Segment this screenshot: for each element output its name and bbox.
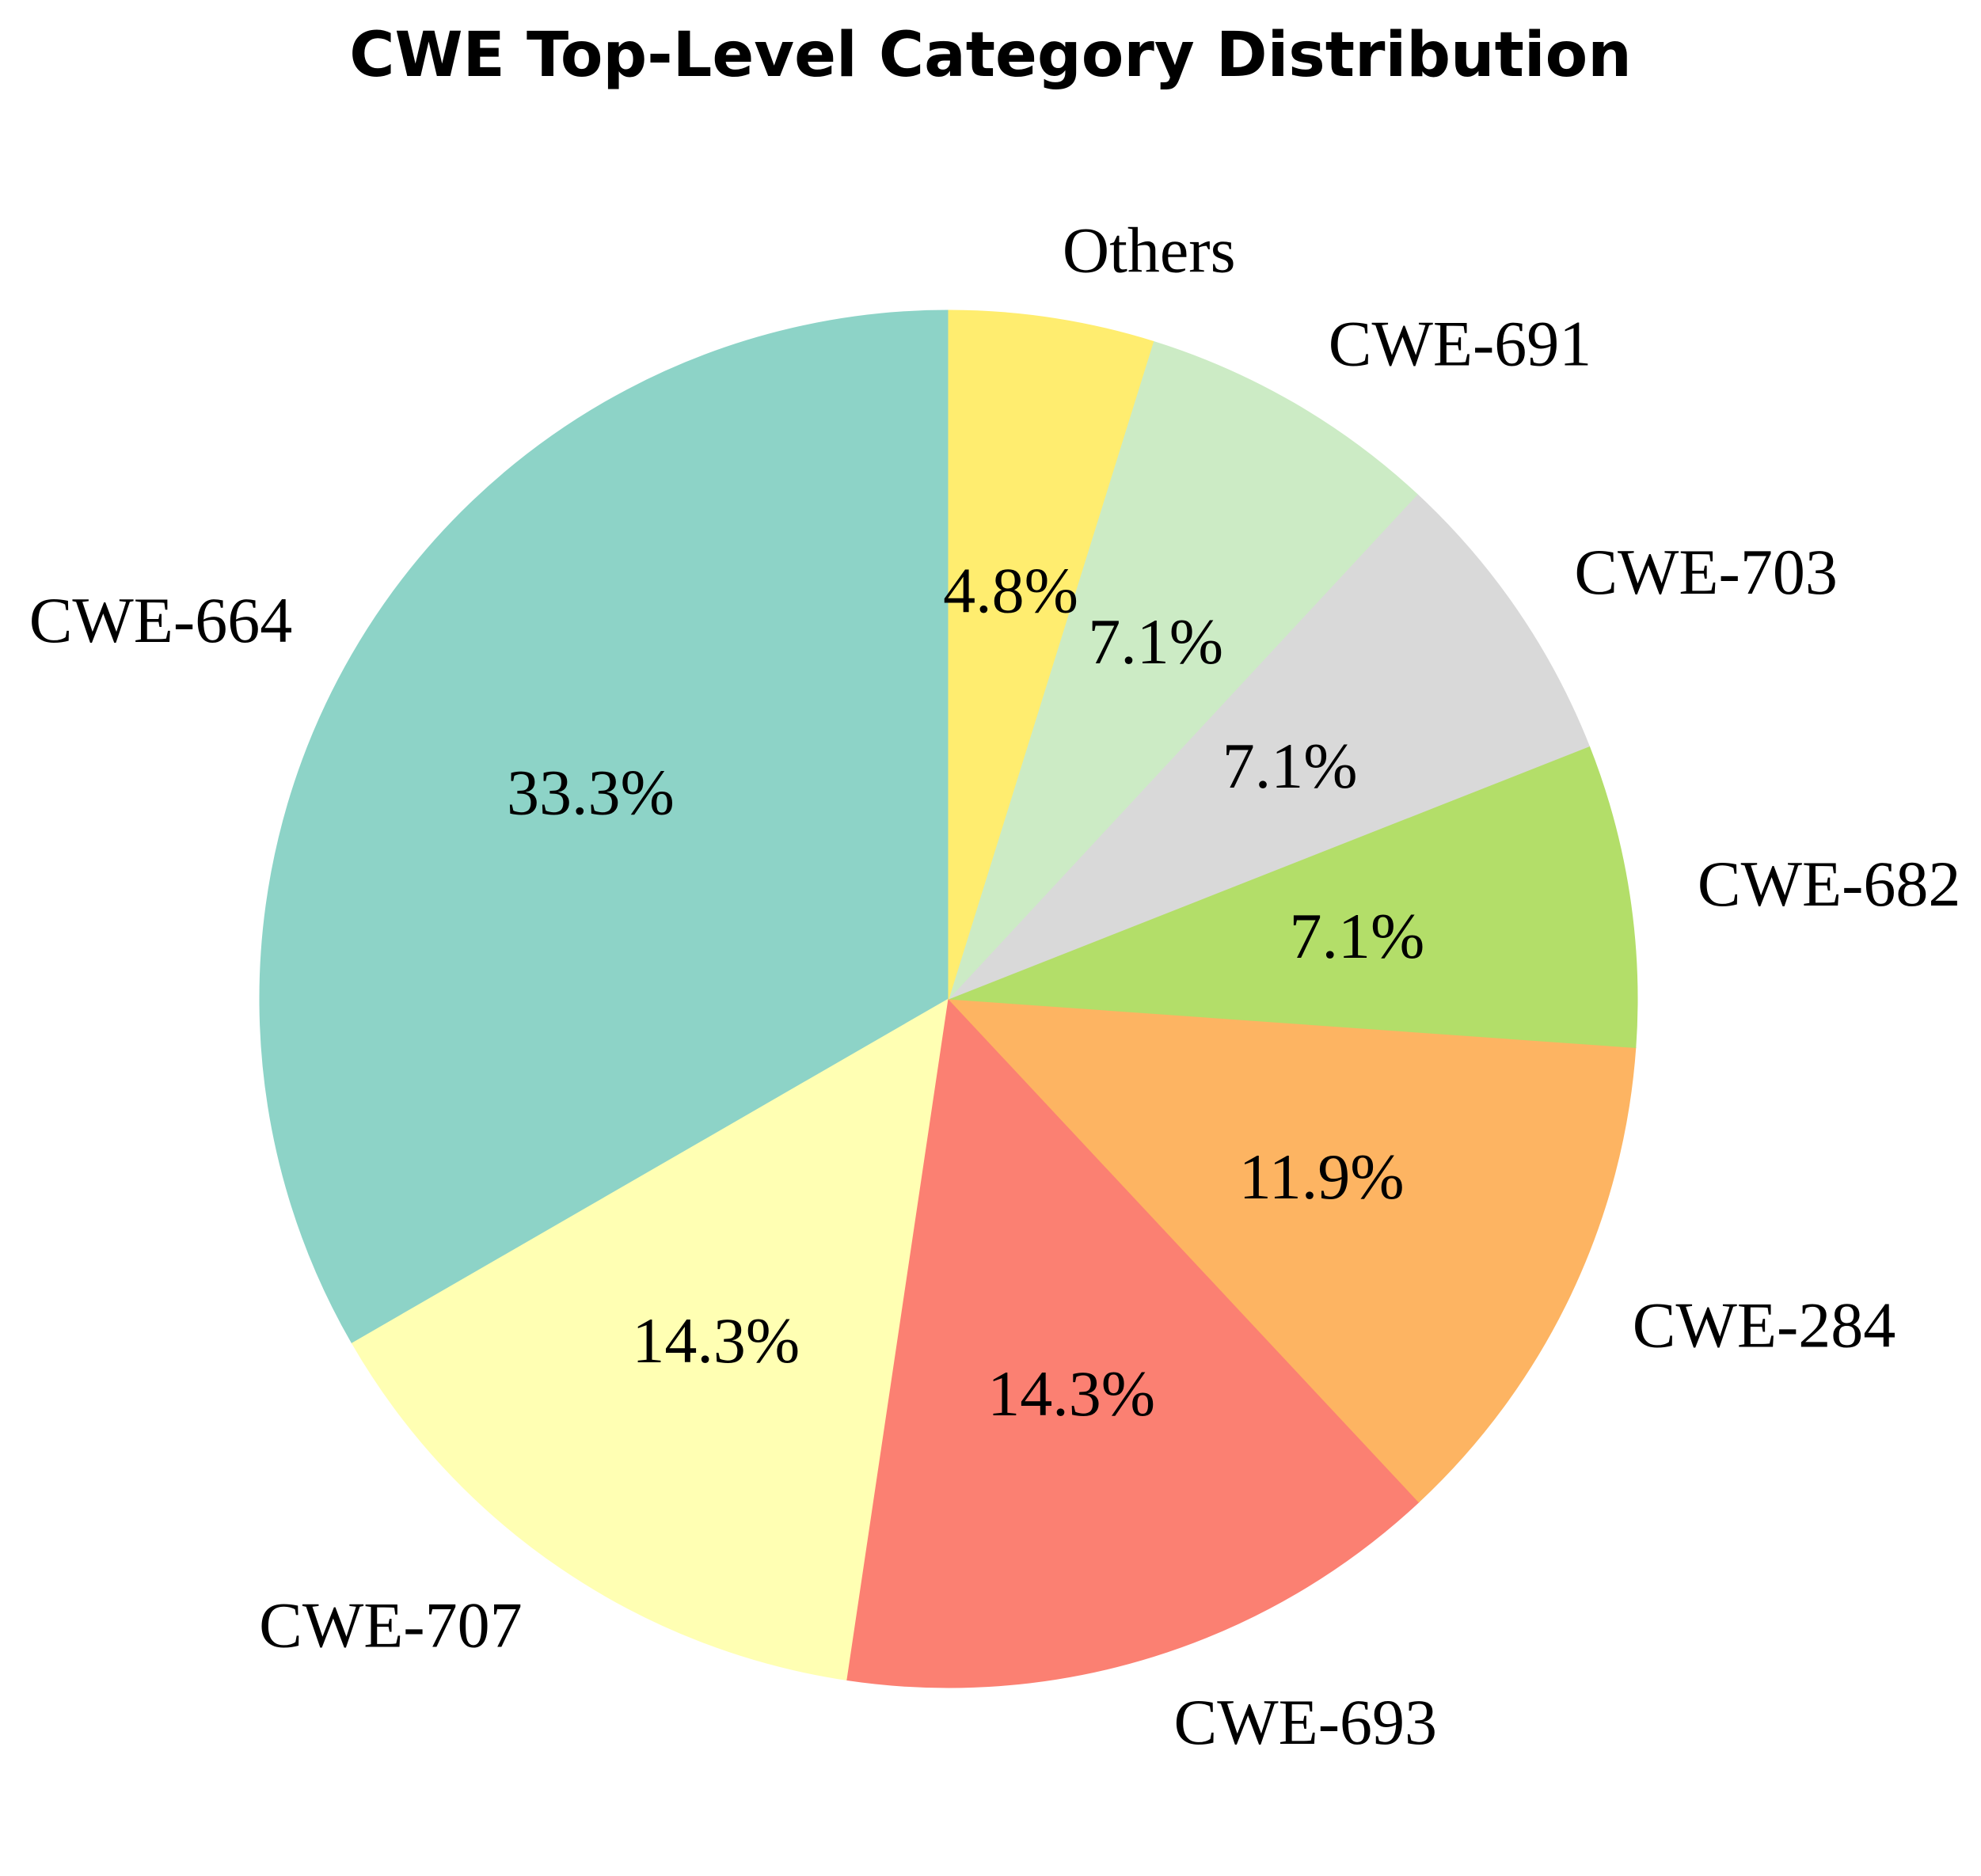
pct-label: 4.8% — [943, 554, 1078, 626]
pie-slice-cwe-284 — [947, 998, 1637, 1503]
slice-label: CWE-707 — [259, 1589, 522, 1661]
pct-label: 7.1% — [1290, 900, 1425, 972]
pie-slices — [259, 310, 1638, 1688]
pie-slice-cwe-664 — [259, 310, 949, 1344]
pie-slice-cwe-707 — [351, 998, 949, 1681]
pct-label: 33.3% — [507, 757, 675, 829]
slice-label: CWE-703 — [1574, 536, 1837, 608]
slice-label: CWE-693 — [1174, 1686, 1437, 1758]
slice-label: Others — [1063, 214, 1236, 286]
slice-label: CWE-664 — [29, 584, 292, 656]
pct-label: 7.1% — [1222, 730, 1358, 802]
slice-label: CWE-682 — [1698, 848, 1960, 920]
pie-slice-cwe-682 — [948, 746, 1638, 1049]
pie-slice-cwe-691 — [948, 340, 1418, 1000]
pct-label: 11.9% — [1239, 1141, 1405, 1213]
pct-label: 7.1% — [1088, 606, 1223, 678]
chart-title: CWE Top-Level Category Distribution — [349, 20, 1631, 91]
slice-label: CWE-284 — [1633, 1289, 1895, 1361]
pie-slice-others — [948, 310, 1154, 1000]
pct-label: 14.3% — [632, 1304, 800, 1377]
pct-label: 14.3% — [987, 1358, 1155, 1430]
pie-labels: 33.3% CWE-664 14.3% CWE-707 14.3% CWE-693 11.9… — [29, 214, 1961, 1758]
pie-slice-cwe-693 — [846, 997, 1420, 1688]
slice-label: CWE-691 — [1329, 307, 1591, 379]
pie-slice-cwe-703 — [948, 493, 1590, 1000]
